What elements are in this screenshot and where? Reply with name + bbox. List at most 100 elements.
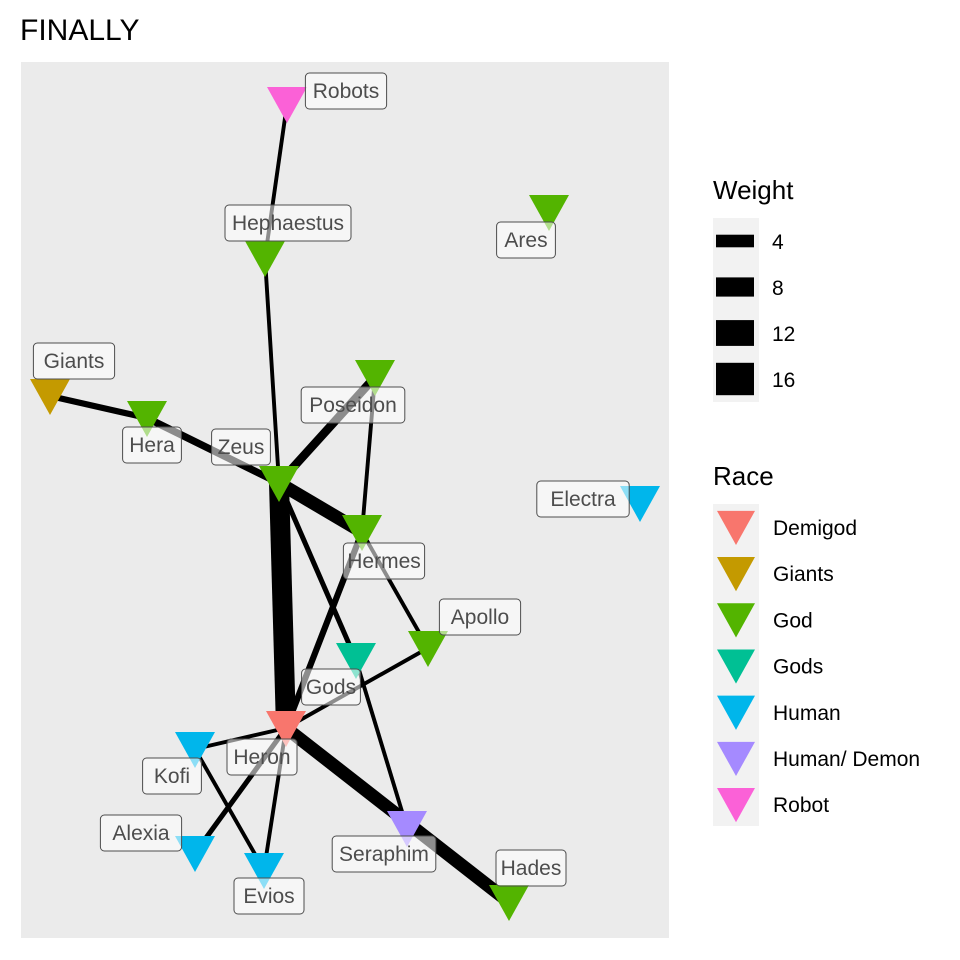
label-box	[301, 668, 361, 706]
legend-weight-label-4: 4	[772, 231, 784, 254]
node-label-kofi: Kofi	[142, 757, 202, 795]
node-evios	[244, 853, 284, 889]
node-apollo	[408, 631, 448, 667]
label-box	[224, 204, 352, 242]
legend-weight-label-12: 12	[772, 323, 795, 346]
edge-zeus-gods	[276, 481, 359, 662]
label-box	[211, 428, 271, 466]
label-box	[226, 738, 298, 776]
node-hephaestus	[245, 241, 285, 277]
node-seraphim	[387, 811, 427, 847]
node-label-hera: Hera	[122, 426, 182, 464]
node-label-hephaestus: Hephaestus	[224, 204, 352, 242]
node-kofi	[175, 732, 215, 768]
label-box	[536, 480, 630, 518]
label-text: Hades	[501, 857, 562, 880]
label-box	[99, 814, 183, 852]
label-text: Hera	[129, 434, 175, 457]
node-alexia	[175, 836, 215, 872]
label-text: Heron	[233, 746, 290, 769]
label-text: Kofi	[154, 765, 190, 788]
label-box	[342, 542, 426, 580]
label-box	[331, 835, 437, 873]
legend-race-key-human-demon	[717, 741, 755, 777]
label-box	[496, 221, 556, 259]
nodes-layer	[30, 87, 660, 921]
label-text: Robots	[313, 80, 380, 103]
label-box	[304, 72, 388, 110]
legend-weight-key-4	[716, 234, 754, 248]
label-box	[300, 386, 406, 424]
label-text: Poseidon	[309, 394, 397, 417]
label-box	[142, 757, 202, 795]
node-label-evios: Evios	[233, 877, 305, 915]
legend-race-label-human: Human	[773, 702, 841, 725]
legend-race-label-gods: Gods	[773, 656, 823, 679]
node-label-hades: Hades	[495, 849, 567, 887]
legend-race-key-human	[717, 695, 755, 730]
label-box	[32, 342, 116, 380]
node-ares	[529, 195, 569, 231]
node-heron	[266, 711, 306, 747]
legend-weight-title: Weight	[713, 175, 794, 205]
legend-race-key-demigod	[717, 510, 755, 546]
plot-title: FINALLY	[20, 14, 140, 47]
node-poseidon	[355, 360, 395, 396]
node-hera	[127, 401, 167, 437]
legend-race: Race Demigod Giants God Gods Human Human/ Dem…	[713, 461, 920, 826]
node-label-ares: Ares	[496, 221, 556, 259]
node-hermes	[342, 515, 382, 551]
legend-weight-key-12	[716, 320, 754, 346]
node-label-zeus: Zeus	[211, 428, 271, 466]
label-box	[122, 426, 182, 464]
node-giants	[30, 379, 70, 415]
legend-race-label-giants: Giants	[773, 563, 834, 586]
node-label-apollo: Apollo	[438, 598, 522, 636]
legend-race-label-god: God	[773, 609, 813, 632]
labels-layer: Robots Hephaestus Ares Giants Poseidon Hera Ze…	[32, 72, 630, 915]
label-box	[438, 598, 522, 636]
edge-zeus-heron	[269, 482, 296, 729]
legend-race-key-robot	[717, 788, 755, 823]
legend-weight-label-16: 16	[772, 369, 795, 392]
label-text: Ares	[504, 229, 547, 252]
label-text: Hermes	[347, 550, 421, 573]
node-label-heron: Heron	[226, 738, 298, 776]
legend-race-title: Race	[713, 461, 774, 491]
label-text: Zeus	[218, 436, 265, 459]
node-zeus	[259, 466, 299, 502]
label-box	[233, 877, 305, 915]
label-text: Apollo	[451, 606, 509, 629]
edge-giants-hera	[49, 392, 148, 422]
legend-race-key-gods	[717, 649, 755, 684]
node-electra	[620, 486, 660, 522]
node-gods	[336, 643, 376, 679]
legend-race-key-giants	[717, 557, 755, 592]
node-label-seraphim: Seraphim	[331, 835, 437, 873]
edge-gods-seraphim	[354, 659, 409, 829]
node-label-alexia: Alexia	[99, 814, 183, 852]
node-label-giants: Giants	[32, 342, 116, 380]
label-text: Gods	[306, 676, 356, 699]
legend-weight-key-16	[716, 362, 754, 396]
label-text: Evios	[243, 885, 294, 908]
legend-weight-key-8	[716, 277, 754, 297]
label-text: Alexia	[112, 822, 170, 845]
legend-weight: Weight 4 8 12 16	[713, 175, 795, 402]
node-hades	[489, 885, 529, 921]
edge-kofi-evios	[193, 748, 266, 871]
label-box	[495, 849, 567, 887]
node-label-robots: Robots	[304, 72, 388, 110]
label-text: Electra	[550, 488, 616, 511]
legend-weight-label-8: 8	[772, 277, 784, 300]
node-label-poseidon: Poseidon	[300, 386, 406, 424]
node-label-hermes: Hermes	[342, 542, 426, 580]
node-label-gods: Gods	[301, 668, 361, 706]
label-text: Giants	[44, 350, 105, 373]
legend-race-label-robot: Robot	[773, 794, 829, 817]
label-text: Hephaestus	[232, 212, 344, 235]
legend-race-label-human-demon: Human/ Demon	[773, 748, 920, 771]
node-label-electra: Electra	[536, 480, 630, 518]
node-robots	[267, 87, 307, 123]
